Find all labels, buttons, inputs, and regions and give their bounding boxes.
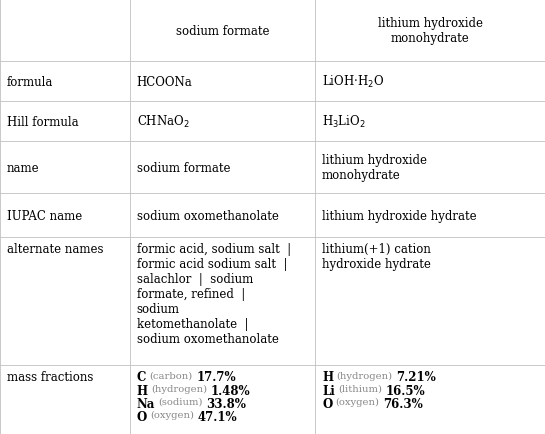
Text: 16.5%: 16.5% [386,384,426,397]
Text: LiOH·H$_2$O: LiOH·H$_2$O [322,74,384,90]
Text: (sodium): (sodium) [158,397,203,406]
Text: IUPAC name: IUPAC name [7,209,82,222]
Text: Na: Na [137,397,155,410]
Text: (oxygen): (oxygen) [336,397,379,406]
Text: name: name [7,161,40,174]
Text: mass fractions: mass fractions [7,371,93,384]
Text: lithium hydroxide
monohydrate: lithium hydroxide monohydrate [378,17,482,45]
Text: 76.3%: 76.3% [383,397,423,410]
Text: 47.1%: 47.1% [198,410,238,423]
Text: sodium oxomethanolate: sodium oxomethanolate [137,209,278,222]
Text: lithium(+1) cation
hydroxide hydrate: lithium(+1) cation hydroxide hydrate [322,243,431,270]
Text: formic acid, sodium salt  |
formic acid sodium salt  |
salachlor  |  sodium
form: formic acid, sodium salt | formic acid s… [137,243,291,345]
Text: Li: Li [322,384,335,397]
Text: C: C [137,371,146,384]
Text: 1.48%: 1.48% [211,384,251,397]
Text: alternate names: alternate names [7,243,104,256]
Text: lithium hydroxide hydrate: lithium hydroxide hydrate [322,209,477,222]
Text: (oxygen): (oxygen) [150,410,194,419]
Text: sodium formate: sodium formate [175,25,269,37]
Text: O: O [137,410,147,423]
Text: H$_3$LiO$_2$: H$_3$LiO$_2$ [322,114,366,130]
Text: 17.7%: 17.7% [196,371,236,384]
Text: (hydrogen): (hydrogen) [151,384,207,393]
Text: Hill formula: Hill formula [7,115,78,128]
Text: (lithium): (lithium) [338,384,382,393]
Text: 33.8%: 33.8% [207,397,246,410]
Text: CHNaO$_2$: CHNaO$_2$ [137,114,190,130]
Text: H: H [137,384,148,397]
Text: (hydrogen): (hydrogen) [336,371,392,380]
Text: (carbon): (carbon) [149,371,192,380]
Text: sodium formate: sodium formate [137,161,231,174]
Text: formula: formula [7,76,53,89]
Text: 7.21%: 7.21% [396,371,436,384]
Text: HCOONa: HCOONa [137,76,192,89]
Text: H: H [322,371,333,384]
Text: O: O [322,397,332,410]
Text: lithium hydroxide
monohydrate: lithium hydroxide monohydrate [322,154,427,182]
